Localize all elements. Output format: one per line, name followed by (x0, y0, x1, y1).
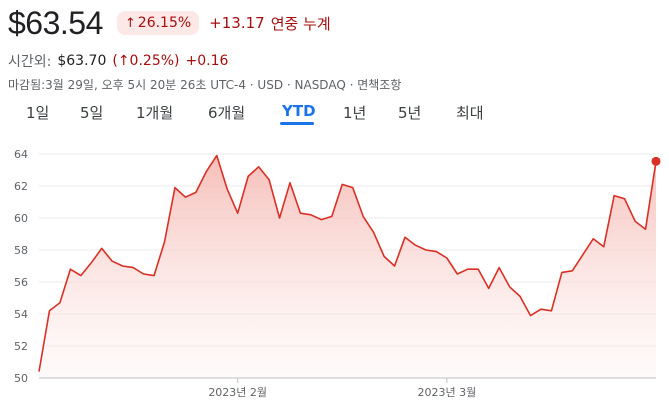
market-meta: 마감됨:3월 29일, 오후 5시 20분 26초 UTC-4 · USD · … (8, 78, 402, 92)
tab-5y[interactable]: 5년 (398, 104, 422, 122)
after-hours-change: +0.16 (185, 53, 229, 69)
current-price: $63.54 (8, 4, 103, 41)
change-percent-badge: ↑ 26.15% (116, 11, 200, 35)
x-tick-label: 2023년 3월 (417, 386, 476, 399)
y-tick-label: 50 (14, 372, 28, 385)
after-hours-price: $63.70 (57, 53, 107, 69)
y-tick-label: 54 (14, 308, 28, 321)
after-hours-row: 시간외: $63.70 (↑0.25%) +0.16 (8, 51, 228, 71)
after-hours-percent: (↑0.25%) (112, 53, 180, 69)
active-tab-indicator (280, 122, 314, 125)
tab-6m[interactable]: 6개월 (208, 104, 246, 122)
tab-ytd[interactable]: YTD (282, 102, 316, 120)
tab-1y[interactable]: 1년 (343, 104, 367, 122)
after-hours-label: 시간외: (8, 54, 52, 70)
last-price-dot (651, 156, 661, 166)
change-absolute: +13.17 (209, 14, 265, 32)
x-tick-label: 2023년 2월 (208, 386, 267, 399)
y-tick-label: 52 (14, 340, 28, 353)
x-axis-labels: 2023년 2월 2023년 3월 (208, 378, 476, 399)
y-tick-label: 56 (14, 276, 28, 289)
y-axis-labels: 50 52 54 56 58 60 62 64 (14, 148, 28, 385)
price-header: $63.54 ↑ 26.15% +13.17 연중 누계 (8, 2, 331, 44)
tab-1d[interactable]: 1일 (26, 104, 50, 122)
y-tick-label: 64 (14, 148, 28, 161)
tab-5d[interactable]: 5일 (80, 104, 104, 122)
change-period-label: 연중 누계 (270, 14, 331, 33)
arrow-up-icon: ↑ (124, 15, 136, 31)
y-tick-label: 62 (14, 180, 28, 193)
y-tick-label: 60 (14, 212, 28, 225)
tab-max[interactable]: 최대 (456, 104, 484, 122)
range-tabs: 1일 5일 1개월 6개월 YTD 1년 5년 최대 (0, 100, 669, 126)
price-line (38, 154, 657, 372)
change-percent: 26.15% (137, 15, 192, 31)
tab-1m[interactable]: 1개월 (136, 104, 174, 122)
y-tick-label: 58 (14, 244, 28, 257)
price-area (39, 155, 656, 378)
